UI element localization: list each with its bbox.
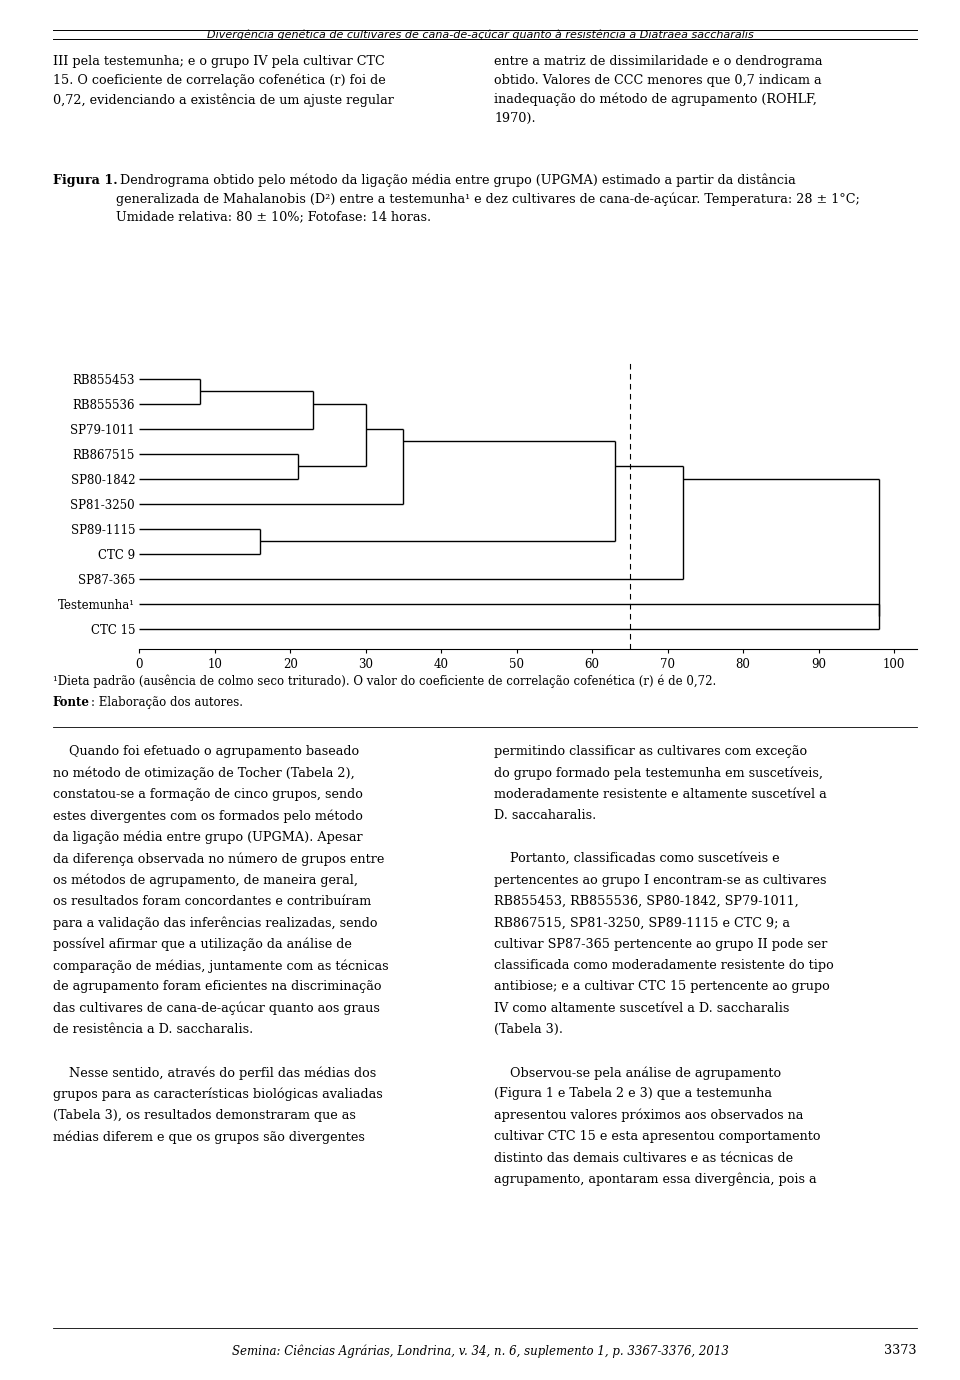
Text: Quando foi efetuado o agrupamento baseado: Quando foi efetuado o agrupamento basead… [53,745,359,758]
Text: ¹Dieta padrão (ausência de colmo seco triturado). O valor do coeficiente de corr: ¹Dieta padrão (ausência de colmo seco tr… [53,675,716,689]
Text: classificada como moderadamente resistente do tipo: classificada como moderadamente resisten… [494,959,834,972]
Text: permitindo classificar as cultivares com exceção: permitindo classificar as cultivares com… [494,745,807,758]
Text: estes divergentes com os formados pelo método: estes divergentes com os formados pelo m… [53,809,363,822]
Text: possível afirmar que a utilização da análise de: possível afirmar que a utilização da aná… [53,938,351,951]
Text: de resistência a D. saccharalis.: de resistência a D. saccharalis. [53,1024,253,1036]
Text: grupos para as características biológicas avaliadas: grupos para as características biológica… [53,1087,382,1101]
Text: : Elaboração dos autores.: : Elaboração dos autores. [91,696,243,708]
Text: constatou-se a formação de cinco grupos, sendo: constatou-se a formação de cinco grupos,… [53,788,363,800]
Text: agrupamento, apontaram essa divergência, pois a: agrupamento, apontaram essa divergência,… [494,1173,817,1187]
Text: (Tabela 3).: (Tabela 3). [494,1024,564,1036]
Text: moderadamente resistente e altamente suscetível a: moderadamente resistente e altamente sus… [494,788,828,800]
Text: cultivar SP87-365 pertencente ao grupo II pode ser: cultivar SP87-365 pertencente ao grupo I… [494,938,828,951]
Text: distinto das demais cultivares e as técnicas de: distinto das demais cultivares e as técn… [494,1151,794,1165]
Text: no método de otimização de Tocher (Tabela 2),: no método de otimização de Tocher (Tabel… [53,767,354,780]
Text: D. saccaharalis.: D. saccaharalis. [494,809,597,822]
Text: Divergência genética de cultivares de cana-de-açúcar quanto à resistência a Diat: Divergência genética de cultivares de ca… [206,29,754,40]
Text: RB855453, RB855536, SP80-1842, SP79-1011,: RB855453, RB855536, SP80-1842, SP79-1011… [494,894,799,908]
Text: (Tabela 3), os resultados demonstraram que as: (Tabela 3), os resultados demonstraram q… [53,1110,355,1122]
Text: médias diferem e que os grupos são divergentes: médias diferem e que os grupos são diver… [53,1130,365,1144]
Text: Figura 1.: Figura 1. [53,174,117,186]
Text: apresentou valores próximos aos observados na: apresentou valores próximos aos observad… [494,1110,804,1122]
Text: pertencentes ao grupo I encontram-se as cultivares: pertencentes ao grupo I encontram-se as … [494,874,827,886]
Text: cultivar CTC 15 e esta apresentou comportamento: cultivar CTC 15 e esta apresentou compor… [494,1130,821,1143]
Text: Observou-se pela análise de agrupamento: Observou-se pela análise de agrupamento [494,1065,781,1079]
Text: para a validação das inferências realizadas, sendo: para a validação das inferências realiza… [53,916,377,930]
Text: RB867515, SP81-3250, SP89-1115 e CTC 9; a: RB867515, SP81-3250, SP89-1115 e CTC 9; … [494,916,790,929]
Text: antibiose; e a cultivar CTC 15 pertencente ao grupo: antibiose; e a cultivar CTC 15 pertencen… [494,980,830,994]
Text: Portanto, classificadas como suscetíveis e: Portanto, classificadas como suscetíveis… [494,851,780,865]
Text: da diferença observada no número de grupos entre: da diferença observada no número de grup… [53,851,384,865]
Text: os resultados foram concordantes e contribuíram: os resultados foram concordantes e contr… [53,894,372,908]
Text: das cultivares de cana-de-açúcar quanto aos graus: das cultivares de cana-de-açúcar quanto … [53,1002,379,1016]
Text: III pela testemunha; e o grupo IV pela cultivar CTC
15. O coeficiente de correla: III pela testemunha; e o grupo IV pela c… [53,55,394,106]
Text: Fonte: Fonte [53,696,90,708]
Text: comparação de médias, juntamente com as técnicas: comparação de médias, juntamente com as … [53,959,389,973]
Text: os métodos de agrupamento, de maneira geral,: os métodos de agrupamento, de maneira ge… [53,874,358,887]
Text: de agrupamento foram eficientes na discriminação: de agrupamento foram eficientes na discr… [53,980,381,994]
Text: Nesse sentido, através do perfil das médias dos: Nesse sentido, através do perfil das méd… [53,1065,376,1079]
Text: (Figura 1 e Tabela 2 e 3) que a testemunha: (Figura 1 e Tabela 2 e 3) que a testemun… [494,1087,773,1100]
Text: Dendrograma obtido pelo método da ligação média entre grupo (UPGMA) estimado a p: Dendrograma obtido pelo método da ligaçã… [116,174,860,224]
Text: IV como altamente suscetível a D. saccharalis: IV como altamente suscetível a D. saccha… [494,1002,790,1014]
Text: entre a matriz de dissimilaridade e o dendrograma
obtido. Valores de CCC menores: entre a matriz de dissimilaridade e o de… [494,55,823,124]
Text: do grupo formado pela testemunha em suscetíveis,: do grupo formado pela testemunha em susc… [494,767,824,780]
Text: 3373: 3373 [884,1344,917,1357]
Text: da ligação média entre grupo (UPGMA). Apesar: da ligação média entre grupo (UPGMA). Ap… [53,831,363,845]
Text: Semina: Ciências Agrárias, Londrina, v. 34, n. 6, suplemento 1, p. 3367-3376, 20: Semina: Ciências Agrárias, Londrina, v. … [231,1344,729,1358]
